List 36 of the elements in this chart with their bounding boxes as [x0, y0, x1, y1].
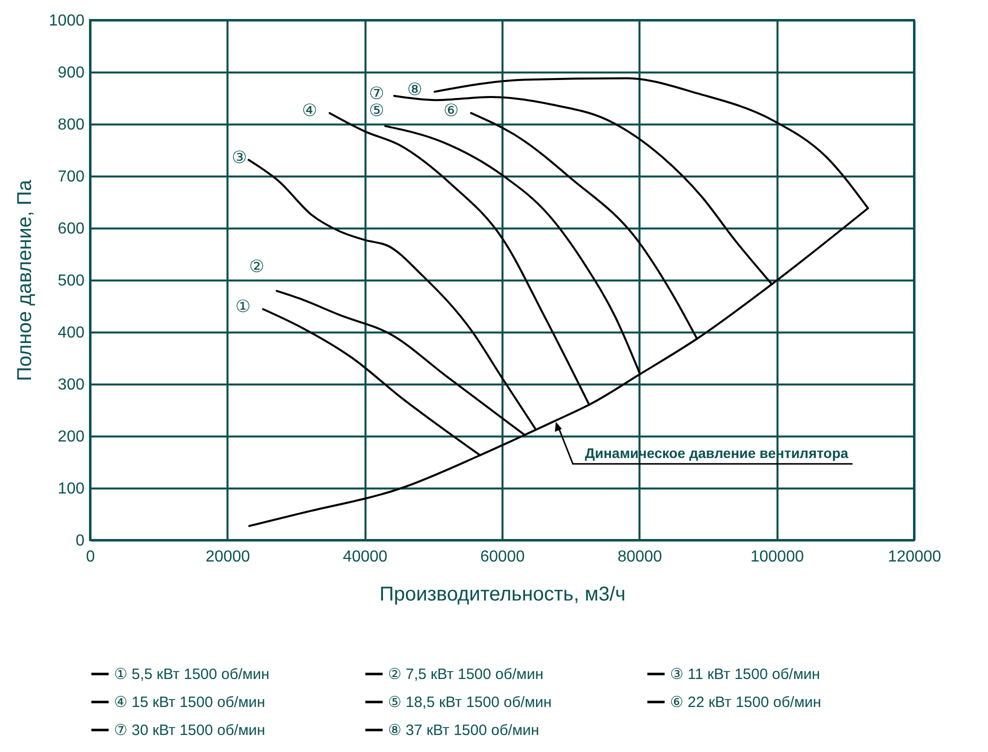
y-tick-label: 600 [58, 220, 85, 238]
y-tick-label: 100 [58, 480, 85, 498]
x-tick-label: 80000 [618, 548, 662, 566]
y-axis-title: Полное давление, Па [14, 178, 36, 382]
y-tick-label: 900 [58, 64, 85, 82]
x-tick-label: 20000 [206, 548, 250, 566]
y-tick-label: 0 [76, 532, 85, 550]
annotation: ⑤ [369, 101, 384, 121]
legend-label: ① 5,5 кВт 1500 об/мин [114, 666, 270, 683]
x-tick-label: 100000 [750, 548, 804, 566]
legend-label: ⑧ 37 кВт 1500 об/мин [388, 722, 540, 739]
legend-label: ⑦ 30 кВт 1500 об/мин [114, 722, 266, 739]
legend-label: ⑥ 22 кВт 1500 об/мин [670, 694, 822, 711]
x-tick-label: 40000 [342, 548, 388, 566]
annotation: ③ [232, 148, 247, 168]
y-tick-label: 700 [58, 168, 85, 186]
annotation: ② [249, 257, 264, 277]
x-tick-label: 0 [86, 548, 96, 566]
x-tick-label: 60000 [480, 548, 525, 566]
legend-label: ② 7,5 кВт 1500 об/мин [388, 666, 544, 683]
y-tick-label: 400 [58, 324, 85, 342]
annotation: ⑦ [369, 84, 384, 104]
annotation: ⑧ [407, 80, 422, 100]
legend-label: ⑤ 18,5 кВт 1500 об/мин [388, 694, 552, 711]
legend-label: ③ 11 кВт 1500 об/мин [670, 666, 820, 683]
y-tick-label: 800 [58, 116, 85, 134]
annotation: ④ [302, 101, 318, 122]
y-tick-label: 500 [58, 272, 85, 290]
y-tick-label: 300 [58, 376, 85, 394]
y-tick-label: 1000 [48, 12, 85, 30]
x-tick-label: 120000 [888, 548, 942, 566]
y-tick-label: 200 [58, 428, 85, 446]
legend-label: ④ 15 кВт 1500 об/мин [114, 694, 266, 711]
x-axis-title: Производительность, м3/ч [379, 584, 626, 606]
annotation: ① [235, 297, 251, 318]
annotation: ⑥ [443, 101, 459, 122]
